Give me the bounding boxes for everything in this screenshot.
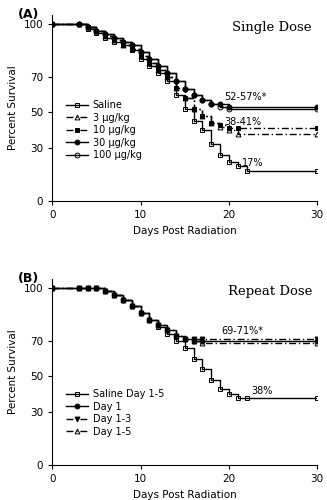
X-axis label: Days Post Radiation: Days Post Radiation (133, 490, 237, 500)
Text: (B): (B) (18, 272, 39, 284)
Text: Repeat Dose: Repeat Dose (228, 284, 312, 298)
Legend: Saline, 3 μg/kg, 10 μg/kg, 30 μg/kg, 100 μg/kg: Saline, 3 μg/kg, 10 μg/kg, 30 μg/kg, 100… (62, 96, 146, 164)
Y-axis label: Percent Survival: Percent Survival (8, 330, 18, 414)
Text: 17%: 17% (242, 158, 264, 168)
X-axis label: Days Post Radiation: Days Post Radiation (133, 226, 237, 235)
Legend: Saline Day 1-5, Day 1, Day 1-3, Day 1-5: Saline Day 1-5, Day 1, Day 1-3, Day 1-5 (62, 386, 168, 440)
Text: Single Dose: Single Dose (232, 20, 312, 34)
Text: 38%: 38% (251, 386, 272, 396)
Text: (A): (A) (18, 8, 39, 20)
Text: 69-71%*: 69-71%* (222, 326, 264, 336)
Y-axis label: Percent Survival: Percent Survival (8, 66, 18, 150)
Text: 38-41%: 38-41% (224, 117, 262, 127)
Text: 52-57%*: 52-57%* (224, 92, 267, 102)
